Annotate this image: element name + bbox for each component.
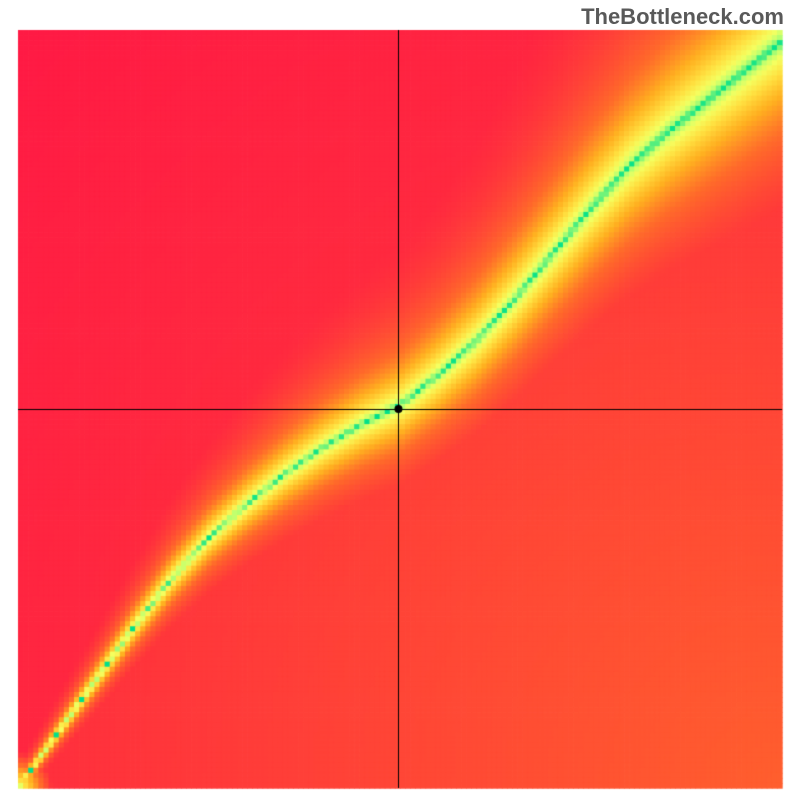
watermark-text: TheBottleneck.com — [581, 4, 784, 30]
chart-container: TheBottleneck.com — [0, 0, 800, 800]
bottleneck-heatmap — [0, 0, 800, 800]
